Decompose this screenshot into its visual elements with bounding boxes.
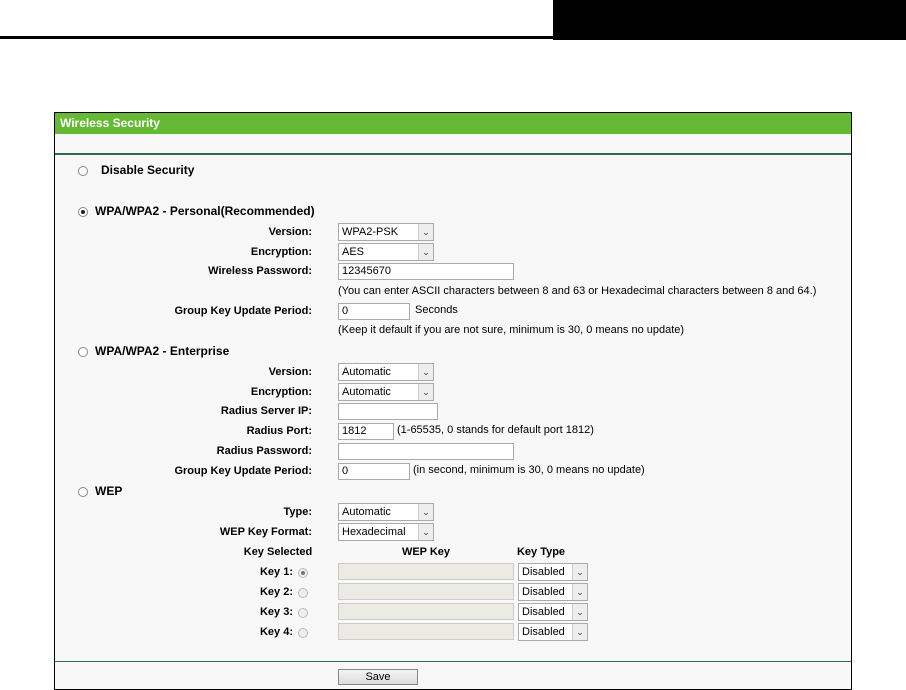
chevron-down-icon: ⌄ [418,524,433,540]
gkup-note: (Keep it default if you are not sure, mi… [338,324,685,336]
key-2-input[interactable] [338,583,514,600]
key-1-label: Key 1: [259,566,293,578]
version-label: Version: [268,366,312,378]
radius-port-input[interactable]: 1812 [338,423,394,440]
chevron-down-icon: ⌄ [418,364,433,380]
chevron-down-icon: ⌄ [418,504,433,520]
selected-value: Hexadecimal [342,526,406,538]
radius-ip-label: Radius Server IP: [220,405,312,417]
radius-server-ip-input[interactable] [338,403,438,420]
personal-gkup-input[interactable]: 0 [338,303,410,320]
selected-value: Automatic [342,506,391,518]
wireless-security-panel: Wireless Security Disable Security WPA/W… [54,112,852,690]
radius-password-input[interactable] [338,443,514,460]
selected-value: WPA2-PSK [342,226,399,238]
key-1-type-select[interactable]: Disabled ⌄ [518,563,588,581]
chevron-down-icon: ⌄ [418,384,433,400]
key-1-radio[interactable] [298,568,308,578]
radius-port-note: (1-65535, 0 stands for default port 1812… [397,424,594,436]
divider [55,661,851,662]
key-3-label: Key 3: [259,606,293,618]
key-2-label: Key 2: [259,586,293,598]
encryption-label: Encryption: [250,386,312,398]
wpa-personal-label: WPA/WPA2 - Personal(Recommended) [95,204,315,218]
col-key-selected: Key Selected [243,546,313,558]
col-wep-key: WEP Key [401,546,451,558]
type-label: Type: [283,506,312,518]
wep-label: WEP [95,484,123,498]
selected-value: AES [342,246,365,258]
radius-port-label: Radius Port: [246,425,312,437]
key-3-type-select[interactable]: Disabled ⌄ [518,603,588,621]
gkup-label: Group Key Update Period: [174,465,312,477]
personal-version-select[interactable]: WPA2-PSK ⌄ [338,223,434,241]
selected-value: Disabled [522,566,565,578]
chevron-down-icon: ⌄ [572,624,587,640]
col-key-type: Key Type [516,546,566,558]
radius-password-label: Radius Password: [216,445,312,457]
key-3-radio[interactable] [298,608,308,618]
gkup-label: Group Key Update Period: [174,305,312,317]
key-2-radio[interactable] [298,588,308,598]
password-note: (You can enter ASCII characters between … [338,285,817,297]
wep-type-select[interactable]: Automatic ⌄ [338,503,434,521]
key-2-type-select[interactable]: Disabled ⌄ [518,583,588,601]
enterprise-gkup-note: (in second, minimum is 30, 0 means no up… [413,464,645,476]
radio-wpa-enterprise[interactable] [78,347,88,357]
key-4-radio[interactable] [298,628,308,638]
chevron-down-icon: ⌄ [572,584,587,600]
chevron-down-icon: ⌄ [572,564,587,580]
divider [55,153,851,155]
key-4-type-select[interactable]: Disabled ⌄ [518,623,588,641]
key-4-input[interactable] [338,623,514,640]
selected-value: Disabled [522,626,565,638]
radio-wpa-personal[interactable] [78,207,88,217]
selected-value: Automatic [342,366,391,378]
password-label: Wireless Password: [208,265,312,277]
key-4-label: Key 4: [259,626,293,638]
panel-title: Wireless Security [55,113,851,134]
personal-encryption-select[interactable]: AES ⌄ [338,243,434,261]
radio-disable-security[interactable] [78,166,88,176]
enterprise-gkup-input[interactable]: 0 [338,463,410,480]
selected-value: Disabled [522,586,565,598]
selected-value: Disabled [522,606,565,618]
version-label: Version: [268,226,312,238]
key-format-label: WEP Key Format: [219,526,312,538]
chevron-down-icon: ⌄ [418,224,433,240]
chevron-down-icon: ⌄ [418,244,433,260]
radio-wep[interactable] [78,487,88,497]
wireless-password-input[interactable]: 12345670 [338,263,514,280]
page-header-block [553,0,906,40]
enterprise-encryption-select[interactable]: Automatic ⌄ [338,383,434,401]
key-1-input[interactable] [338,563,514,580]
wpa-enterprise-label: WPA/WPA2 - Enterprise [95,344,230,358]
wep-key-format-select[interactable]: Hexadecimal ⌄ [338,523,434,541]
key-3-input[interactable] [338,603,514,620]
chevron-down-icon: ⌄ [572,604,587,620]
seconds-unit: Seconds [415,304,458,316]
save-button[interactable]: Save [338,669,418,685]
encryption-label: Encryption: [250,246,312,258]
disable-security-label: Disable Security [101,163,195,177]
enterprise-version-select[interactable]: Automatic ⌄ [338,363,434,381]
page-header-rule [0,36,553,39]
selected-value: Automatic [342,386,391,398]
